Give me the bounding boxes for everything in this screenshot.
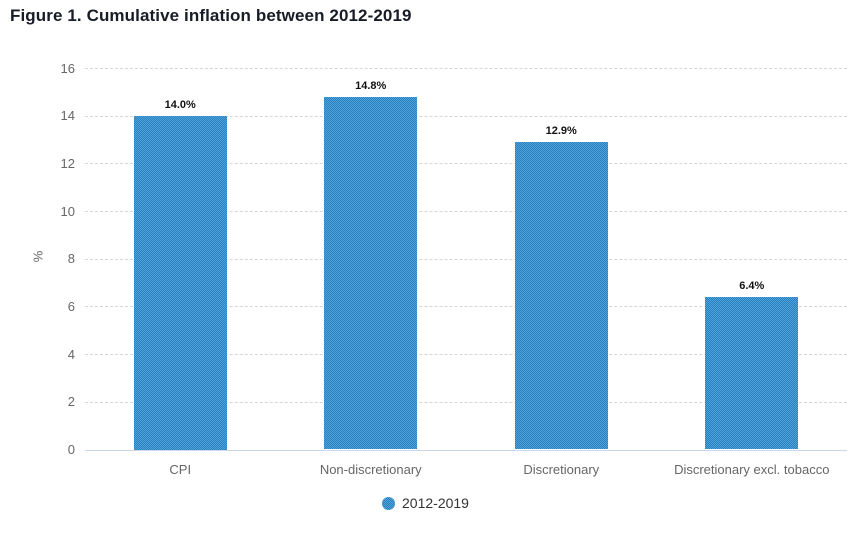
bar[interactable]: [324, 96, 418, 450]
y-tick-label: 8: [67, 251, 75, 267]
bar[interactable]: [133, 115, 227, 450]
bar-value-label: 6.4%: [739, 279, 765, 292]
y-tick-label: 0: [67, 442, 75, 457]
chart-title: Figure 1. Cumulative inflation between 2…: [10, 6, 412, 25]
gridline: [85, 306, 847, 308]
y-tick-label: 10: [60, 203, 75, 219]
bar-value-label: 14.0%: [164, 98, 196, 111]
x-category-label: Discretionary: [523, 461, 600, 477]
series-marker-icon: [382, 496, 396, 510]
x-category-label: Non-discretionary: [319, 461, 422, 477]
legend-item[interactable]: 2012-2019: [0, 495, 851, 511]
bar[interactable]: [514, 141, 608, 450]
y-tick-label: 4: [67, 346, 75, 362]
gridline: [85, 163, 847, 165]
gridline: [85, 115, 847, 117]
legend-label: 2012-2019: [402, 495, 469, 511]
bar[interactable]: [705, 296, 799, 450]
bar-value-label: 12.9%: [545, 124, 577, 137]
gridline: [85, 354, 847, 356]
gridline: [85, 211, 847, 213]
y-tick-label: 6: [67, 298, 75, 314]
gridline: [85, 401, 847, 403]
y-tick-label: 14: [60, 108, 75, 124]
gridline: [85, 68, 847, 69]
x-category-label: Discretionary excl. tobacco: [674, 461, 830, 477]
y-tick-label: 2: [67, 394, 75, 410]
x-category-label: CPI: [169, 461, 192, 477]
y-tick-label: 16: [60, 60, 75, 76]
y-axis-title: %: [30, 250, 46, 263]
y-tick-label: 12: [60, 155, 75, 171]
x-axis-line: [85, 449, 847, 451]
gridline: [85, 258, 847, 260]
bar-value-label: 14.8%: [355, 79, 387, 92]
